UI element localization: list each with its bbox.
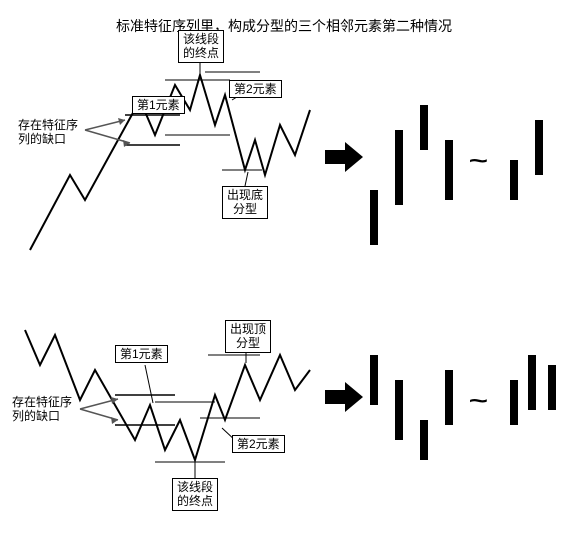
bottom-tilde: ~ xyxy=(469,388,488,414)
bottom-candles xyxy=(0,0,568,543)
